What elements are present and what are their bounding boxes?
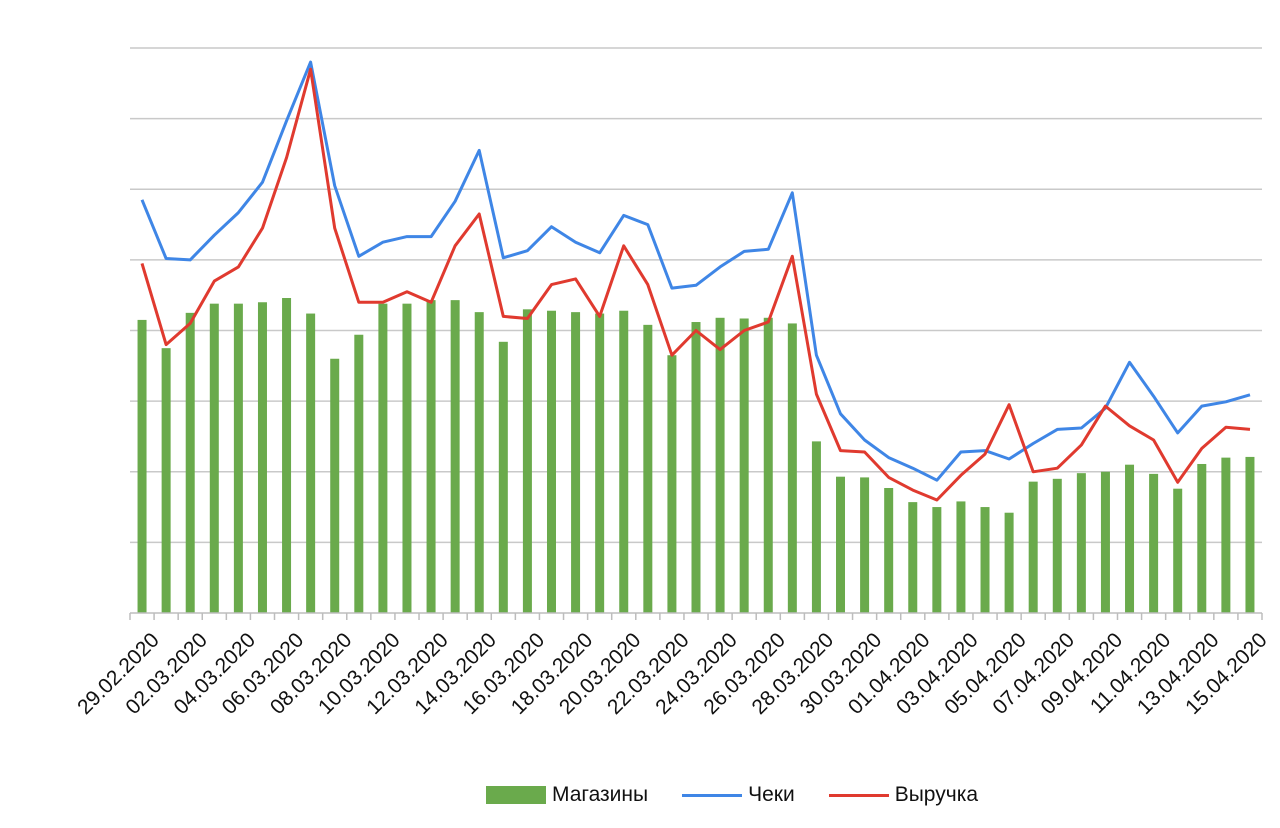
bar-10.03.2020 [378, 303, 388, 613]
bar-07.03.2020 [306, 313, 316, 613]
bar-02.04.2020 [932, 507, 942, 613]
bar-08.03.2020 [330, 358, 340, 613]
bar-26.03.2020 [763, 317, 773, 613]
bar-18.03.2020 [571, 312, 581, 613]
bar-23.03.2020 [691, 322, 701, 613]
bar-30.03.2020 [860, 477, 870, 613]
bar-27.03.2020 [787, 323, 797, 613]
bar-21.03.2020 [643, 324, 653, 613]
bar-24.03.2020 [715, 317, 725, 613]
bar-25.03.2020 [739, 318, 749, 613]
bar-01.04.2020 [908, 502, 918, 613]
legend-swatch-line [828, 793, 889, 797]
bar-28.03.2020 [811, 441, 821, 613]
bar-31.03.2020 [884, 487, 894, 613]
bar-05.04.2020 [1004, 512, 1014, 613]
bar-20.03.2020 [619, 310, 629, 613]
x-tick-labels: 29.02.202002.03.202004.03.202006.03.2020… [73, 628, 1272, 719]
bar-15.03.2020 [498, 341, 508, 613]
line-vyruchka [140, 67, 1251, 502]
legend-swatch-bar [486, 786, 546, 804]
bar-03.03.2020 [209, 303, 219, 613]
bar-04.03.2020 [233, 303, 243, 613]
bar-06.04.2020 [1028, 481, 1038, 613]
bar-06.03.2020 [282, 298, 292, 613]
bar-10.04.2020 [1125, 464, 1135, 613]
lines [140, 60, 1251, 502]
bar-07.04.2020 [1052, 478, 1062, 613]
bar-15.04.2020 [1245, 456, 1255, 613]
legend-item-magaziny: Магазины [486, 783, 648, 807]
bar-08.04.2020 [1076, 473, 1086, 613]
bar-03.04.2020 [956, 501, 966, 613]
bars-magaziny [137, 298, 1255, 613]
bar-04.04.2020 [980, 507, 990, 613]
bar-29.03.2020 [836, 476, 846, 613]
bar-11.04.2020 [1149, 473, 1159, 613]
bar-19.03.2020 [595, 313, 605, 613]
bar-17.03.2020 [546, 310, 556, 613]
legend-label-magaziny: Магазины [552, 783, 649, 806]
legend-item-cheki: Чеки [682, 783, 795, 807]
bar-16.03.2020 [522, 309, 532, 613]
legend-label-cheki: Чеки [748, 783, 795, 806]
bar-09.03.2020 [354, 334, 364, 613]
bar-01.03.2020 [161, 348, 171, 613]
bar-13.04.2020 [1197, 463, 1207, 613]
bar-11.03.2020 [402, 303, 412, 613]
bar-13.03.2020 [450, 300, 460, 613]
bar-05.03.2020 [257, 302, 267, 613]
bar-14.03.2020 [474, 312, 484, 613]
legend-label-vyruchka: Выручка [894, 783, 979, 806]
bar-02.03.2020 [185, 312, 195, 613]
bar-22.03.2020 [667, 355, 677, 613]
line-cheki [140, 60, 1251, 482]
bar-29.02.2020 [137, 319, 147, 613]
x-axis [129, 612, 1263, 620]
bar-14.04.2020 [1221, 457, 1231, 613]
bar-12.04.2020 [1173, 488, 1183, 613]
bar-12.03.2020 [426, 300, 436, 613]
bar-09.04.2020 [1100, 471, 1110, 613]
legend-swatch-line [682, 793, 743, 797]
legend-item-vyruchka: Выручка [828, 783, 979, 807]
legend: Магазины Чеки Выручка [486, 783, 1012, 807]
